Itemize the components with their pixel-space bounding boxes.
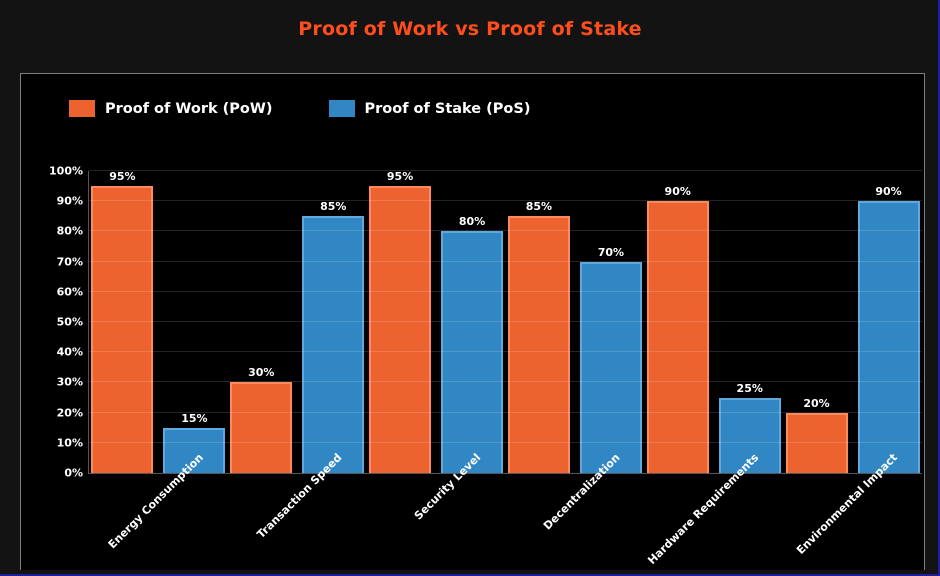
legend-label: Proof of Stake (PoS) [364, 100, 531, 117]
bar-groups: 95% 15% 30% 85% 95% 80% 85% 70% 90% 25% 20% 90% [89, 170, 922, 473]
legend-swatch [69, 100, 95, 117]
bar-proof-of-work-pow-decentralization: 85% [507, 200, 570, 473]
bar-value-label: 95% [109, 170, 136, 184]
bar-value-label: 95% [386, 170, 414, 184]
bar-value-label: 30% [248, 366, 275, 380]
y-tick-0: 0% [64, 466, 83, 480]
bar-value-label: 90% [875, 185, 902, 199]
legend-label: Proof of Work (PoW) [105, 100, 273, 117]
bar-proof-of-work-pow-hardware-requirements: 90% [646, 185, 709, 473]
bar-group-decentralization: 85% 70% [505, 171, 644, 473]
legend-item-proof-of-stake-pos: Proof of Stake (PoS) [328, 100, 531, 117]
y-tick-50: 50% [56, 315, 83, 329]
y-tick-30: 30% [56, 375, 83, 389]
legend-item-proof-of-work-pow: Proof of Work (PoW) [69, 100, 273, 117]
bar-value-label: 85% [525, 200, 553, 214]
y-tick-80: 80% [56, 224, 83, 238]
bar-proof-of-work-pow-transaction-speed: 30% [230, 366, 293, 473]
plot-area: 95% 15% 30% 85% 95% 80% 85% 70% 90% 25% 20% 90% 100… [49, 165, 922, 567]
bar-value-label: 15% [181, 411, 208, 425]
bar-value-label: 85% [320, 200, 347, 214]
bar-proof-of-work-pow-security-level: 95% [369, 170, 432, 473]
y-tick-10: 10% [56, 436, 83, 450]
bar-group-transaction-speed: 30% 85% [228, 171, 367, 473]
y-tick-20: 20% [56, 406, 83, 420]
bar-value-label: 70% [597, 245, 625, 259]
y-tick-40: 40% [56, 345, 83, 359]
bar-value-label: 90% [664, 185, 691, 199]
bar-value-label: 25% [736, 381, 763, 395]
chart-legend: Proof of Work (PoW) Proof of Stake (PoS) [21, 100, 924, 117]
window-edge-right [938, 0, 940, 576]
bar-proof-of-work-pow-environmental-impact: 20% [785, 397, 848, 473]
bar-proof-of-stake-pos-transaction-speed: 85% [302, 200, 365, 473]
bar-group-security-level: 95% 80% [367, 170, 506, 473]
bar-proof-of-stake-pos-decentralization: 70% [579, 246, 642, 473]
legend-swatch [328, 100, 355, 117]
y-tick-60: 60% [56, 285, 83, 299]
bar-proof-of-work-pow-energy-consumption: 95% [91, 170, 154, 473]
chart-title: Proof of Work vs Proof of Stake [298, 18, 642, 40]
bar-proof-of-stake-pos-security-level: 80% [441, 215, 504, 473]
bar-group-energy-consumption: 95% 15% [89, 170, 228, 473]
bar-proof-of-stake-pos-energy-consumption: 15% [163, 412, 226, 473]
bar-group-hardware-requirements: 90% 25% [644, 171, 783, 473]
window-edge-bottom [0, 574, 940, 576]
bar-group-environmental-impact: 20% 90% [783, 171, 922, 473]
bar-proof-of-stake-pos-environmental-impact: 90% [857, 185, 920, 473]
bar-value-label: 20% [803, 396, 830, 410]
y-tick-100: 100% [49, 164, 83, 178]
bar-value-label: 80% [458, 215, 486, 229]
y-tick-90: 90% [56, 194, 83, 208]
bar-proof-of-stake-pos-hardware-requirements: 25% [718, 382, 781, 473]
y-tick-70: 70% [56, 255, 83, 269]
chart-panel: Proof of Work (PoW) Proof of Stake (PoS) … [20, 73, 925, 570]
